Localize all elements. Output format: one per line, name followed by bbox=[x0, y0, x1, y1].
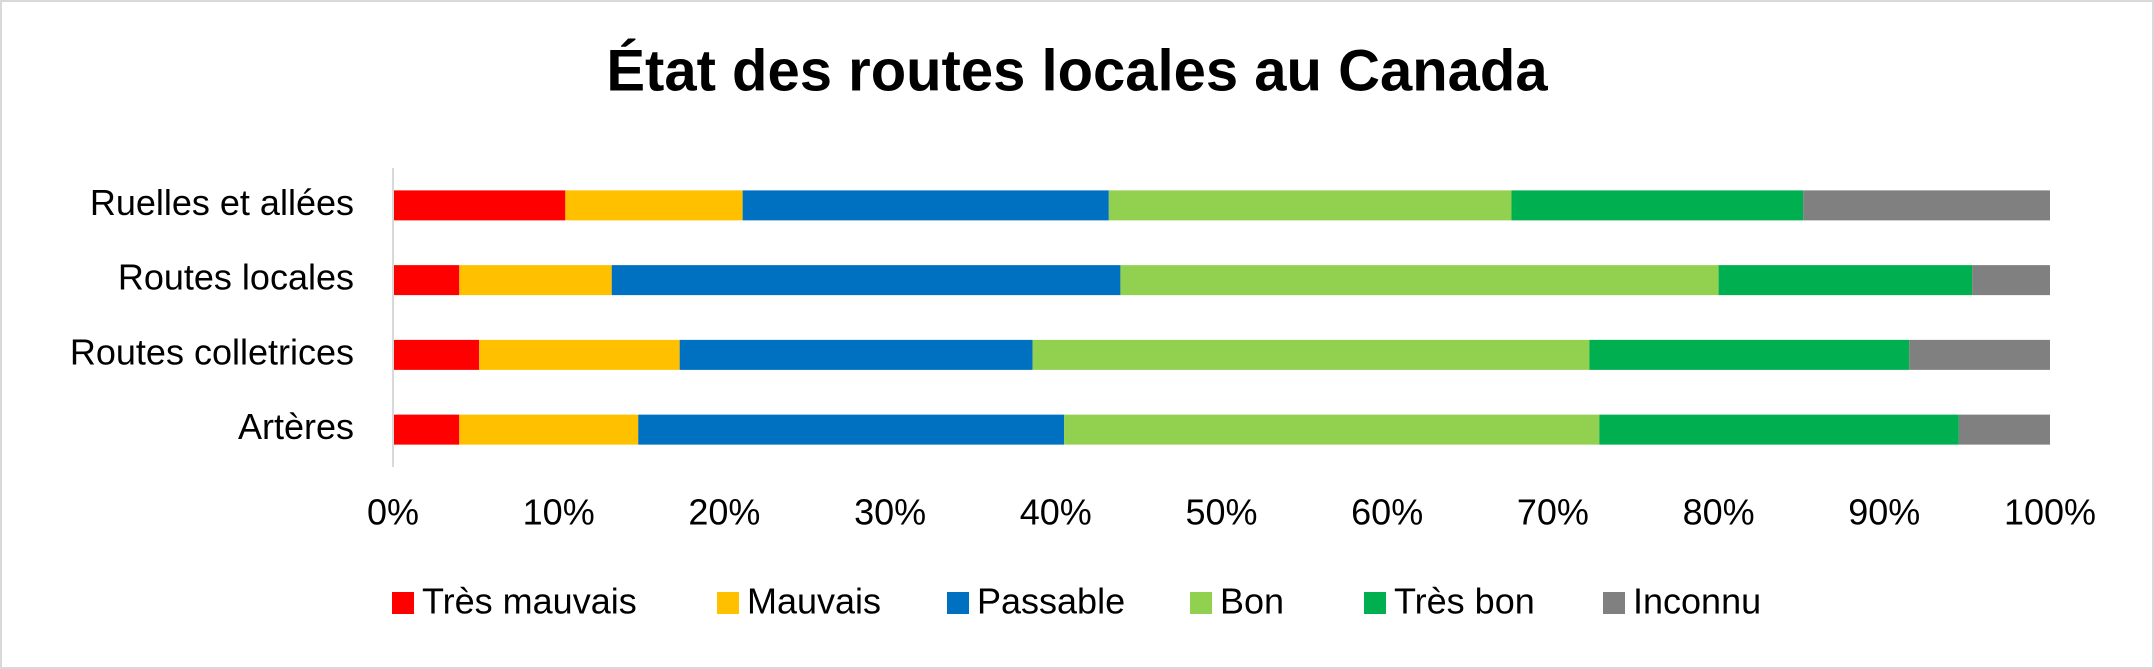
chart-title: État des routes locales au Canada bbox=[606, 38, 1548, 103]
x-tick-label: 0% bbox=[367, 492, 419, 533]
x-tick-label: 30% bbox=[854, 492, 926, 533]
legend-swatch bbox=[1190, 592, 1212, 614]
legend-swatch bbox=[1603, 592, 1625, 614]
bar-segment bbox=[1803, 190, 2050, 221]
legend-swatch bbox=[1364, 592, 1386, 614]
bar-segment bbox=[611, 265, 1121, 296]
legend-label: Très mauvais bbox=[422, 581, 637, 622]
x-tick-label: 20% bbox=[688, 492, 760, 533]
x-tick-label: 70% bbox=[1517, 492, 1589, 533]
x-tick-label: 90% bbox=[1848, 492, 1920, 533]
x-tick-label: 10% bbox=[523, 492, 595, 533]
bar-segment bbox=[459, 265, 612, 296]
bar-segment bbox=[679, 339, 1033, 370]
bar-segment bbox=[1589, 339, 1910, 370]
bar-segment bbox=[1718, 265, 1973, 296]
y-tick-label: Artères bbox=[238, 406, 354, 447]
x-tick-label: 50% bbox=[1185, 492, 1257, 533]
bar-segment bbox=[1064, 414, 1600, 445]
legend-swatch bbox=[392, 592, 414, 614]
bar-segment bbox=[1958, 414, 2050, 445]
bar-segment bbox=[393, 414, 460, 445]
legend-label: Mauvais bbox=[747, 581, 881, 622]
bar-segment bbox=[1599, 414, 1959, 445]
bar-segment bbox=[1032, 339, 1590, 370]
x-tick-label: 100% bbox=[2004, 492, 2096, 533]
bar-segment bbox=[638, 414, 1065, 445]
y-tick-label: Ruelles et allées bbox=[90, 182, 354, 223]
bar-segment bbox=[393, 190, 566, 221]
bar-segment bbox=[479, 339, 680, 370]
x-tick-label: 60% bbox=[1351, 492, 1423, 533]
bar-segment bbox=[393, 265, 460, 296]
legend-swatch bbox=[717, 592, 739, 614]
y-tick-label: Routes locales bbox=[118, 257, 354, 298]
legend-label: Bon bbox=[1220, 581, 1284, 622]
legend-label: Passable bbox=[977, 581, 1125, 622]
bar-segment bbox=[1511, 190, 1804, 221]
legend-swatch bbox=[947, 592, 969, 614]
bar-segment bbox=[1972, 265, 2050, 296]
y-tick-label: Routes colletrices bbox=[70, 331, 354, 372]
legend-label: Inconnu bbox=[1633, 581, 1761, 622]
legend-label: Très bon bbox=[1394, 581, 1535, 622]
bar-segment bbox=[459, 414, 639, 445]
bar-segment bbox=[565, 190, 743, 221]
bar-segment bbox=[393, 339, 480, 370]
bar-segment bbox=[1108, 190, 1512, 221]
x-tick-label: 40% bbox=[1020, 492, 1092, 533]
bar-segment bbox=[1909, 339, 2050, 370]
x-tick-label: 80% bbox=[1683, 492, 1755, 533]
bar-segment bbox=[742, 190, 1109, 221]
bar-segment bbox=[1120, 265, 1719, 296]
